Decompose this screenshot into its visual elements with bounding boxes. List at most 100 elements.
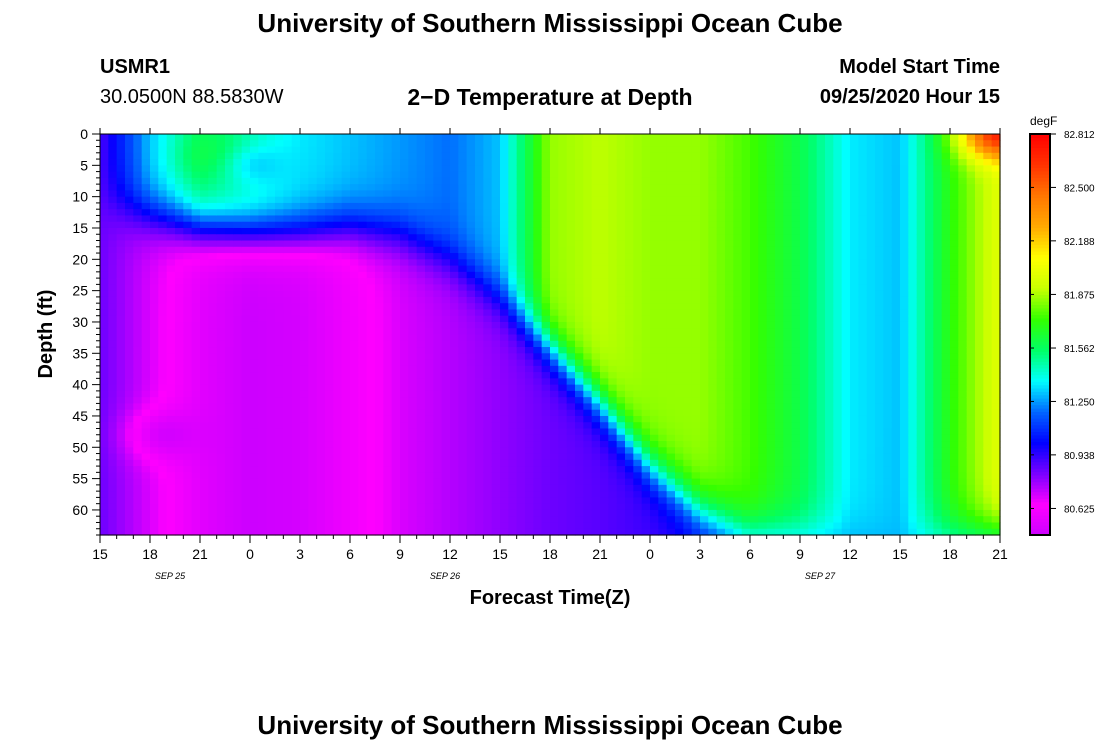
heatmap-cell	[541, 459, 551, 467]
heatmap-cell	[316, 290, 326, 298]
heatmap-cell	[575, 296, 584, 304]
heatmap-cell	[166, 441, 176, 448]
heatmap-cell	[383, 171, 393, 179]
heatmap-cell	[133, 340, 143, 348]
heatmap-cell	[133, 315, 143, 323]
heatmap-cell	[675, 240, 684, 248]
heatmap-cell	[525, 215, 534, 223]
heatmap-cell	[666, 434, 676, 442]
heatmap-cell	[175, 353, 184, 361]
heatmap-cell	[741, 240, 751, 248]
heatmap-cell	[691, 209, 701, 217]
heatmap-cell	[608, 453, 618, 461]
heatmap-cell	[483, 422, 493, 430]
heatmap-cell	[116, 484, 126, 492]
heatmap-cell	[183, 309, 193, 317]
heatmap-cell	[733, 221, 743, 229]
heatmap-cell	[608, 403, 618, 411]
heatmap-cell	[683, 328, 693, 336]
heatmap-cell	[700, 202, 709, 210]
heatmap-cell	[458, 315, 468, 323]
heatmap-cell	[625, 202, 634, 210]
heatmap-cell	[191, 190, 201, 198]
heatmap-cell	[283, 303, 293, 311]
heatmap-cell	[383, 196, 393, 204]
heatmap-cell	[216, 466, 226, 473]
heatmap-cell	[350, 190, 359, 198]
heatmap-cell	[425, 447, 434, 455]
heatmap-cell	[158, 466, 168, 473]
heatmap-cell	[658, 434, 668, 442]
heatmap-cell	[475, 165, 484, 173]
heatmap-cell	[241, 459, 251, 467]
heatmap-cell	[258, 384, 268, 392]
heatmap-cell	[666, 315, 676, 323]
heatmap-cell	[333, 296, 343, 304]
heatmap-cell	[391, 409, 401, 417]
heatmap-cell	[383, 397, 393, 405]
heatmap-cell	[691, 516, 701, 524]
heatmap-cell	[733, 403, 743, 411]
heatmap-cell	[408, 265, 418, 273]
heatmap-cell	[350, 321, 359, 329]
heatmap-cell	[125, 415, 134, 423]
heatmap-cell	[358, 303, 368, 311]
heatmap-cell	[708, 428, 718, 436]
heatmap-cell	[400, 528, 409, 536]
heatmap-cell	[500, 265, 509, 273]
heatmap-cell	[183, 177, 193, 185]
heatmap-cell	[716, 196, 726, 204]
heatmap-cell	[366, 340, 376, 348]
heatmap-cell	[233, 284, 243, 292]
heatmap-cell	[433, 265, 443, 273]
heatmap-cell	[658, 146, 668, 154]
heatmap-cell	[341, 334, 351, 342]
heatmap-cell	[483, 296, 493, 304]
heatmap-cell	[691, 434, 701, 442]
heatmap-cell	[341, 278, 351, 285]
heatmap-cell	[691, 397, 701, 405]
heatmap-cell	[700, 328, 709, 336]
heatmap-cell	[175, 209, 184, 217]
heatmap-cell	[525, 177, 534, 185]
heatmap-cell	[166, 284, 176, 292]
heatmap-cell	[408, 196, 418, 204]
heatmap-cell	[550, 491, 559, 499]
heatmap-cell	[225, 240, 234, 248]
heatmap-cell	[525, 334, 534, 342]
heatmap-cell	[191, 253, 201, 260]
heatmap-cell	[508, 202, 518, 210]
heatmap-cell	[525, 365, 534, 373]
heatmap-cell	[216, 447, 226, 455]
heatmap-cell	[200, 146, 209, 154]
heatmap-cell	[425, 171, 434, 179]
heatmap-cell	[683, 509, 693, 517]
heatmap-cell	[208, 390, 218, 398]
heatmap-cell	[641, 321, 651, 329]
heatmap-cell	[425, 372, 434, 379]
heatmap-cell	[341, 347, 351, 354]
heatmap-cell	[208, 284, 218, 292]
heatmap-cell	[558, 152, 568, 160]
heatmap-cell	[658, 309, 668, 317]
heatmap-cell	[166, 177, 176, 185]
heatmap-cell	[700, 196, 709, 204]
heatmap-cell	[566, 271, 576, 279]
heatmap-cell	[458, 184, 468, 191]
heatmap-cell	[216, 334, 226, 342]
heatmap-cell	[291, 209, 301, 217]
heatmap-cell	[241, 497, 251, 505]
heatmap-cell	[100, 509, 109, 517]
heatmap-cell	[425, 202, 434, 210]
heatmap-cell	[166, 347, 176, 354]
heatmap-cell	[475, 309, 484, 317]
heatmap-cell	[216, 340, 226, 348]
heatmap-cell	[708, 415, 718, 423]
heatmap-cell	[150, 365, 159, 373]
heatmap-cell	[241, 246, 251, 254]
heatmap-cell	[233, 278, 243, 285]
heatmap-cell	[150, 434, 159, 442]
heatmap-cell	[283, 134, 293, 141]
heatmap-cell	[150, 334, 159, 342]
heatmap-cell	[633, 503, 643, 511]
